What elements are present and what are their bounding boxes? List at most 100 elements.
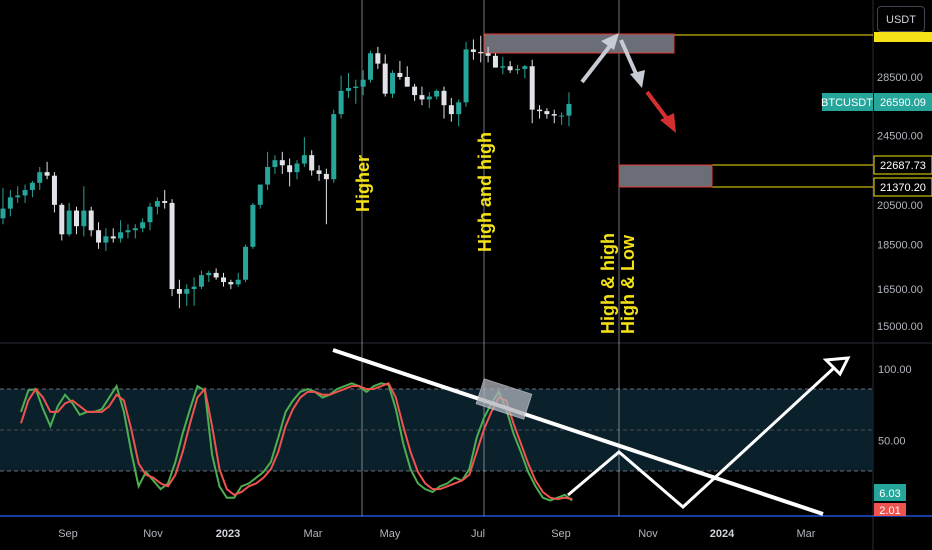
candle-body (0, 208, 6, 219)
level-badge-lower: 21370.20 (873, 177, 932, 197)
candle-body (51, 175, 57, 205)
candle-body (345, 88, 351, 91)
candle-body (206, 272, 212, 276)
arrow-down-grey (619, 39, 645, 88)
candle-body (537, 109, 543, 112)
currency-button[interactable]: USDT (877, 6, 925, 32)
candle-body (66, 210, 72, 235)
stoch-d-value: 2.01 (879, 505, 900, 517)
candle-body (154, 201, 160, 207)
candle-body (162, 201, 168, 203)
candle-body (184, 289, 190, 294)
level-lower-value: 21370.20 (880, 182, 926, 194)
candle-body (515, 68, 520, 71)
stoch-group (20, 382, 573, 502)
stoch-projection-arrowhead (822, 356, 851, 377)
candle-body (250, 204, 256, 247)
time-tick-label: Nov (638, 528, 658, 540)
candle-body (287, 165, 293, 173)
stoch-highlight-box (475, 378, 533, 420)
candle-body (434, 90, 440, 97)
candle-body (110, 236, 116, 239)
candle-body (22, 189, 28, 196)
stoch-tick-label: 50.00 (878, 436, 906, 448)
candle-body (7, 197, 13, 209)
candle-body (441, 90, 447, 106)
resistance-price-badge (874, 32, 932, 42)
candle-body (228, 282, 234, 285)
stoch-k-value: 6.03 (879, 488, 900, 500)
candle-body (404, 77, 410, 87)
price-axis-ticks: 28500.00 24500.00 20500.00 18500.00 16500.00… (877, 72, 923, 333)
stoch-trendline (332, 348, 824, 516)
candle-body (566, 103, 572, 116)
candle-body (169, 202, 175, 290)
candle-body (309, 155, 315, 171)
candle-body (103, 236, 109, 243)
arrow-down-red (645, 90, 676, 133)
candle-body (235, 279, 241, 285)
support-zone[interactable] (618, 164, 713, 188)
time-tick-label: Sep (58, 528, 78, 540)
candle-body (198, 275, 204, 287)
candle-body (485, 53, 491, 56)
time-tick-label: Sep (551, 528, 571, 540)
candle-body (397, 72, 403, 77)
candle-body (375, 53, 381, 64)
candle-body (96, 230, 102, 243)
candle-body (44, 172, 50, 176)
candle-body (478, 51, 484, 54)
stoch-k-badge: 6.03 (874, 484, 906, 501)
level-badge-upper: 22687.73 (873, 155, 932, 175)
candle-body (221, 277, 226, 283)
annotation-high-and-high-2: High & high (598, 233, 618, 334)
candle-body (191, 286, 197, 290)
time-tick-label: May (380, 528, 401, 540)
annotation-high-and-low: High & Low (618, 234, 638, 334)
candle-body (323, 173, 329, 180)
candle-body (507, 66, 513, 71)
candle-body (448, 105, 454, 115)
candle-body (140, 222, 146, 229)
candle-body (243, 246, 249, 280)
candles-group (0, 35, 572, 309)
resistance-zone[interactable] (484, 33, 675, 54)
time-tick-label: Jul (471, 528, 485, 540)
candle-body (213, 272, 219, 278)
candle-body (301, 155, 307, 164)
candle-body (353, 86, 359, 89)
candle-body (382, 63, 388, 94)
candle-body (456, 102, 462, 115)
candle-body (81, 210, 87, 227)
candle-body (15, 195, 21, 198)
price-tick-label: 16500.00 (877, 284, 923, 296)
candle-body (37, 172, 43, 183)
price-tick-label: 24500.00 (877, 131, 923, 143)
candle-body (74, 210, 79, 227)
stoch-line-d (20, 382, 573, 501)
candle-body (118, 232, 124, 239)
candle-body (426, 96, 432, 100)
candle-body (338, 90, 344, 115)
last-price-symbol: BTCUSDT (821, 97, 873, 109)
arrow-up-grey (580, 33, 619, 84)
time-tick-label: Mar (797, 528, 816, 540)
stoch-projection-zigzag (567, 365, 837, 510)
candle-body (390, 72, 396, 94)
candle-body (294, 163, 300, 173)
time-tick-label: 2024 (710, 528, 735, 540)
candle-body (272, 160, 278, 167)
candle-body (265, 166, 271, 185)
candle-body (279, 160, 285, 166)
annotation-high-and-high: High and high (475, 132, 495, 252)
price-tick-label: 28500.00 (877, 72, 923, 84)
candle-body (529, 66, 535, 110)
stoch-line-k (20, 382, 573, 502)
candle-body (257, 184, 263, 205)
last-price-badge: BTCUSDT 26590.09 (821, 93, 932, 111)
last-price-value: 26590.09 (880, 97, 926, 109)
candle-body (522, 66, 528, 69)
candle-body (368, 53, 373, 80)
candle-body (551, 114, 557, 116)
